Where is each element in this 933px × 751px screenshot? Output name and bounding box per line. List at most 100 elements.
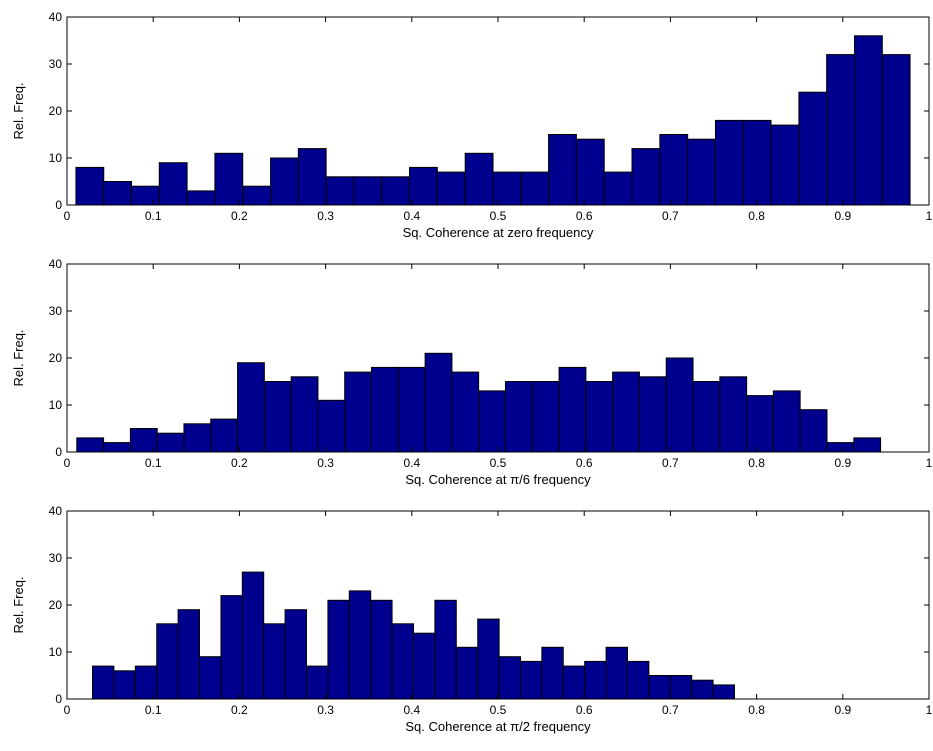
histogram-bar	[455, 646, 479, 700]
x-tick-label: 0.8	[748, 209, 765, 223]
histogram-bar	[177, 609, 200, 700]
histogram-bar	[826, 54, 855, 206]
histogram-bar	[158, 162, 188, 206]
histogram-bar	[603, 171, 633, 206]
histogram-bar	[712, 684, 735, 700]
x-tick-label: 0.5	[490, 456, 507, 470]
y-axis-label: Rel. Freq.	[11, 329, 26, 386]
histogram-bar	[626, 660, 650, 700]
x-tick-label: 1	[926, 703, 933, 717]
histogram-bar	[263, 623, 286, 700]
histogram-bar	[436, 171, 466, 206]
y-axis-label: Rel. Freq.	[11, 576, 26, 633]
histogram-bar	[391, 623, 415, 700]
histogram-bar	[325, 176, 355, 206]
x-tick-label: 0	[64, 703, 71, 717]
y-tick-label: 10	[49, 645, 63, 659]
histogram-bar	[504, 381, 533, 453]
histogram-bar	[183, 423, 212, 453]
histogram-bar	[881, 54, 911, 206]
y-tick-label: 20	[49, 351, 63, 365]
x-tick-label: 0.6	[576, 703, 593, 717]
histogram-bar	[575, 138, 605, 206]
histogram-bar	[478, 390, 506, 453]
histogram-bar	[284, 609, 307, 700]
histogram-bar	[424, 352, 453, 453]
histogram-bar	[612, 371, 640, 453]
x-tick-label: 0.7	[662, 703, 679, 717]
histogram-bar	[348, 590, 372, 700]
histogram-bar	[103, 181, 133, 206]
histogram-bar	[770, 124, 800, 206]
histogram-bar	[519, 660, 543, 700]
y-axis-label: Rel. Freq.	[11, 82, 26, 139]
histogram-bar	[241, 571, 265, 700]
histogram-bar	[353, 176, 383, 206]
histogram-bar	[826, 442, 855, 453]
y-tick-label: 10	[49, 151, 63, 165]
x-tick-label: 0.5	[490, 209, 507, 223]
x-tick-label: 0.1	[145, 703, 162, 717]
histogram-bar	[464, 152, 494, 206]
histogram-bar	[103, 442, 131, 453]
x-tick-label: 0.1	[145, 209, 162, 223]
histogram-bar	[290, 376, 319, 453]
x-tick-label: 0.2	[231, 456, 248, 470]
y-tick-label: 30	[49, 57, 63, 71]
histogram-bar	[210, 418, 239, 453]
histogram-bar	[156, 432, 185, 453]
x-tick-label: 0.9	[834, 456, 851, 470]
histogram-bar	[669, 675, 693, 700]
histogram-bar	[585, 381, 614, 453]
y-tick-label: 0	[55, 198, 62, 212]
histogram-bar	[306, 665, 329, 700]
histogram-bar	[562, 665, 586, 700]
y-tick-label: 10	[49, 398, 63, 412]
histogram-bar	[605, 646, 628, 700]
histogram-bar	[220, 595, 243, 700]
histogram-bar	[198, 656, 222, 700]
histogram-bar	[327, 599, 350, 700]
x-tick-label: 0.8	[748, 703, 765, 717]
histogram-bar	[371, 366, 399, 453]
histogram-bar	[370, 599, 393, 700]
histogram-bar	[692, 381, 721, 453]
histogram-bar	[113, 670, 136, 700]
histogram-bar	[263, 381, 292, 453]
histogram-bar	[648, 675, 671, 700]
histogram-bar	[381, 176, 411, 206]
x-tick-label: 0.4	[403, 209, 420, 223]
x-tick-label: 0.7	[662, 209, 679, 223]
histogram-bar	[520, 171, 550, 206]
histogram-bar	[186, 190, 216, 206]
histogram-bar	[409, 166, 438, 206]
y-tick-label: 0	[55, 692, 62, 706]
histogram-bar	[853, 35, 883, 206]
histogram-bar	[242, 185, 272, 206]
x-tick-label: 0.2	[231, 703, 248, 717]
histogram-bar	[631, 148, 661, 206]
x-tick-label: 0.4	[403, 703, 420, 717]
y-tick-label: 30	[49, 304, 63, 318]
y-tick-label: 0	[55, 445, 62, 459]
x-tick-label: 0.8	[748, 456, 765, 470]
y-tick-label: 40	[49, 504, 63, 518]
histogram-panel-1: 0 0.1 0.2 0.3 0.4 0.5 0.6 0.7 0.8 0.9 1010203040Sq…	[11, 10, 933, 240]
histogram-bar	[548, 134, 577, 206]
histogram-bar	[237, 362, 265, 453]
y-tick-label: 20	[49, 598, 63, 612]
histogram-bar	[492, 171, 522, 206]
histogram-bar	[270, 157, 299, 206]
x-tick-label: 0.6	[576, 209, 593, 223]
histogram-bar	[131, 185, 160, 206]
y-tick-label: 30	[49, 551, 63, 565]
x-tick-label: 0.7	[662, 456, 679, 470]
histogram-bar	[156, 623, 179, 700]
histogram-bar	[691, 679, 714, 700]
histogram-bar	[659, 134, 689, 206]
x-tick-label: 1	[926, 209, 933, 223]
histogram-bar	[772, 390, 801, 453]
histogram-bar	[541, 646, 564, 700]
x-tick-label: 0.5	[490, 703, 507, 717]
